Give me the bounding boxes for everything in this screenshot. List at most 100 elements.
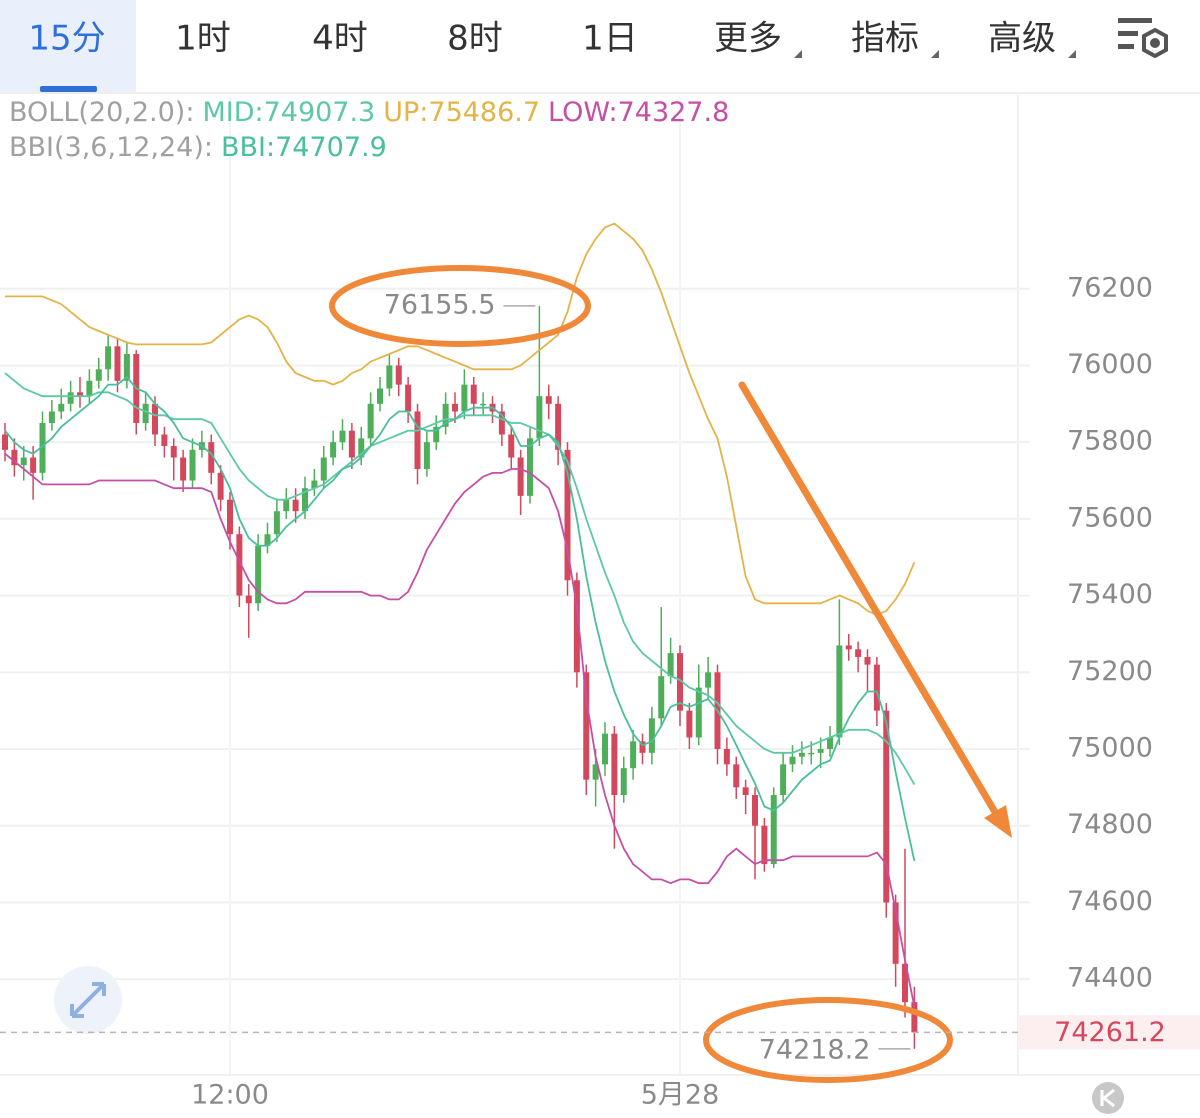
candle-body (311, 480, 318, 489)
candle-body (142, 403, 149, 423)
candle-body (405, 384, 412, 412)
candle-body (517, 457, 524, 496)
tab[interactable]: 4时 (312, 19, 368, 59)
tab[interactable]: 1日 (582, 19, 638, 59)
tab[interactable]: 高级 (988, 19, 1056, 59)
selected-tab-underline (40, 86, 97, 92)
candle-body (555, 403, 562, 450)
icon-dot (1150, 38, 1160, 48)
indicator-value: LOW:74327.8 (548, 97, 729, 128)
candle-body (442, 403, 449, 427)
candle-body (583, 672, 590, 780)
candle-body (217, 472, 224, 500)
indicator-row: BOLL(20,2.0): MID:74907.3 UP:75486.7 LOW:74… (9, 97, 729, 128)
candle-body (180, 457, 187, 481)
candle-body (780, 764, 787, 796)
tab[interactable]: 更多 (714, 19, 782, 59)
dropdown-caret (931, 50, 939, 58)
tab[interactable]: 8时 (447, 19, 503, 59)
candle-body (892, 902, 899, 964)
y-tick-label: 76200 (1067, 272, 1153, 303)
candle-body (864, 656, 871, 665)
candle-body (705, 672, 712, 688)
tab[interactable]: 指标 (851, 19, 919, 59)
candle-body (677, 653, 683, 711)
indicator-line (4, 375, 916, 862)
candle-body (302, 488, 308, 512)
candle-body (386, 365, 393, 389)
indicator-line (4, 372, 916, 786)
candle-body (564, 449, 571, 581)
expand-button[interactable] (54, 966, 122, 1034)
tab[interactable]: 1时 (175, 19, 231, 59)
candle-body (827, 737, 833, 749)
indicator-value: UP:75486.7 (383, 97, 540, 128)
y-tick-label: 74600 (1067, 886, 1153, 917)
candle-body (845, 645, 852, 650)
candle-body (348, 430, 355, 458)
indicator-value: MID:74907.3 (202, 97, 375, 128)
candle-body (836, 645, 843, 738)
indicator-line (5, 222, 916, 616)
candle-body (592, 764, 599, 780)
candle-body (639, 741, 646, 753)
candle-body (39, 423, 46, 473)
icon-hex (1142, 27, 1168, 59)
candle-body (123, 353, 130, 381)
indicator-value: BOLL(20,2.0): (9, 97, 194, 128)
current-price-label: 74261.2 (1054, 1017, 1166, 1048)
candle-body (461, 384, 468, 412)
indicator-value: BBI:74707.9 (221, 132, 387, 163)
candle-body (377, 388, 383, 404)
candle-body (283, 499, 290, 512)
candle-body (105, 346, 112, 370)
highlight-ellipse (329, 265, 591, 347)
candle-body (648, 718, 655, 753)
candle-body (480, 403, 487, 406)
icon-bar (1118, 31, 1138, 36)
candle-body (723, 749, 730, 765)
candle-body (86, 380, 93, 397)
y-tick-label: 75400 (1067, 579, 1153, 610)
candle-body (630, 741, 637, 769)
candle-body (733, 764, 740, 788)
candle-body (602, 733, 608, 765)
candle-body (330, 442, 337, 458)
candle-body (395, 365, 402, 385)
candle-body (770, 795, 777, 865)
k-button[interactable] (1092, 1082, 1124, 1114)
candle-body (573, 580, 580, 673)
dropdown-caret (794, 50, 802, 58)
tab[interactable]: 15分 (28, 19, 105, 59)
y-tick-label: 75200 (1067, 656, 1153, 687)
candle-body (170, 446, 177, 458)
candle-body (189, 449, 196, 481)
icon-bar (1118, 18, 1152, 23)
candle-body (77, 392, 83, 397)
candle-body (273, 511, 280, 535)
candle-body (883, 710, 890, 903)
y-tick-label: 74800 (1067, 809, 1153, 840)
candle-body (20, 457, 27, 466)
candle-body (761, 825, 768, 865)
candle-body (245, 595, 252, 604)
candle-body (255, 545, 262, 604)
candle-body (798, 752, 805, 757)
candle-body (30, 457, 37, 473)
trend-arrow-head (984, 805, 1012, 838)
y-tick-label: 76000 (1067, 349, 1153, 380)
x-tick-label: 12:00 (191, 1080, 269, 1111)
candle-body (527, 438, 533, 496)
y-tick-label: 74400 (1067, 963, 1153, 994)
highlight-ellipse (703, 997, 953, 1083)
current-price-tag (1018, 1015, 1200, 1050)
candle-body (817, 749, 824, 753)
candle-body (667, 653, 674, 677)
min-price-label: 74218.2 (759, 1034, 871, 1065)
settings-icon[interactable] (1118, 18, 1168, 59)
candle-body (95, 369, 102, 381)
dropdown-caret (1068, 50, 1076, 58)
candle-body (498, 411, 505, 435)
candle-body (423, 442, 430, 470)
